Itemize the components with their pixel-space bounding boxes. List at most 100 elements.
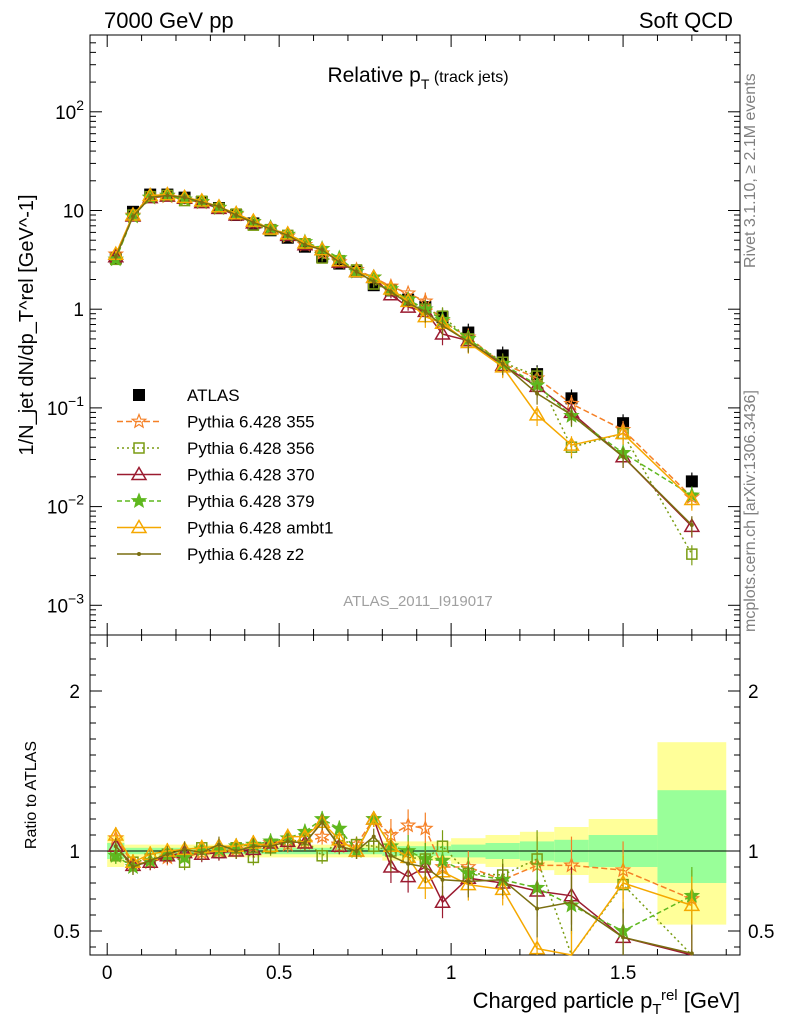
data-point xyxy=(320,247,325,252)
data-point xyxy=(528,406,546,421)
marker-shape xyxy=(563,436,580,451)
data-point xyxy=(216,204,221,209)
x-axis-title: Charged particle pTrel [GeV] xyxy=(473,987,740,1018)
ratio-y-tick-label: 2 xyxy=(69,682,80,703)
data-point xyxy=(434,893,451,908)
marker-shape xyxy=(337,260,342,265)
marker-shape xyxy=(130,214,135,219)
data-point xyxy=(234,213,239,218)
data-point xyxy=(354,849,359,853)
data-point xyxy=(113,844,118,849)
data-point xyxy=(563,436,580,451)
data-point xyxy=(569,900,574,905)
marker-shape xyxy=(569,412,574,417)
main-series-4 xyxy=(107,186,701,507)
marker-shape xyxy=(388,853,393,858)
data-point xyxy=(165,193,170,198)
data-point xyxy=(535,391,540,396)
marker-shape xyxy=(500,877,505,882)
data-point xyxy=(466,339,471,344)
data-point xyxy=(683,896,701,912)
data-point xyxy=(417,819,434,836)
marker-shape xyxy=(251,844,256,849)
x-tick-label: 0.5 xyxy=(266,963,292,984)
marker-shape xyxy=(193,192,211,207)
marker-shape xyxy=(440,877,445,882)
marker-shape xyxy=(371,279,376,284)
marker-shape xyxy=(148,195,153,200)
marker-shape xyxy=(686,548,698,560)
data-point xyxy=(466,879,471,884)
y-tick-label: 10−1 xyxy=(47,393,84,420)
y-tick-label: 1 xyxy=(73,300,84,321)
legend-label: Pythia 6.428 ambt1 xyxy=(187,519,333,538)
marker-shape xyxy=(423,309,428,314)
marker-shape xyxy=(689,951,694,956)
data-point xyxy=(285,233,290,238)
marker-shape xyxy=(614,874,632,889)
data-point xyxy=(130,865,135,869)
data-point xyxy=(302,242,307,247)
marker-shape xyxy=(689,523,694,528)
marker-shape xyxy=(466,339,471,344)
data-point xyxy=(365,810,383,825)
legend-entry: Pythia 6.428 z2 xyxy=(117,545,304,564)
marker-shape xyxy=(285,233,290,238)
marker-shape xyxy=(528,940,546,955)
marker-shape xyxy=(434,325,451,340)
data-point xyxy=(165,852,170,857)
data-point xyxy=(348,263,365,278)
marker-shape xyxy=(365,810,383,825)
plot-title: Relative pT (track jets) xyxy=(327,64,508,92)
data-point xyxy=(302,841,307,845)
marker-shape xyxy=(285,839,290,844)
marker-shape xyxy=(535,391,540,396)
header-category: Soft QCD xyxy=(638,8,733,33)
marker-shape xyxy=(423,865,428,869)
legend-entry: Pythia 6.428 355 xyxy=(117,413,315,432)
marker-shape xyxy=(316,850,328,862)
data-point xyxy=(113,254,118,259)
marker-shape xyxy=(528,406,546,421)
marker-shape xyxy=(569,900,574,905)
marker-shape xyxy=(130,412,148,429)
data-point xyxy=(371,279,376,284)
data-point xyxy=(614,425,632,440)
marker-shape xyxy=(683,491,701,506)
data-point xyxy=(193,192,211,207)
marker-shape xyxy=(148,858,153,863)
main-series-3 xyxy=(107,187,701,538)
marker-shape xyxy=(371,834,376,839)
header-energy: 7000 GeV pp xyxy=(104,8,234,33)
marker-shape xyxy=(320,820,325,825)
marker-shape xyxy=(302,841,307,845)
data-point xyxy=(382,858,400,873)
marker-shape xyxy=(466,879,471,884)
y-tick-label: 102 xyxy=(55,97,84,124)
data-point xyxy=(686,548,698,560)
marker-shape xyxy=(388,289,393,294)
data-point xyxy=(251,220,256,225)
marker-shape xyxy=(113,844,118,849)
series-layer xyxy=(107,186,701,957)
data-point xyxy=(535,906,540,911)
data-point xyxy=(683,491,701,506)
data-point xyxy=(337,260,342,265)
data-point xyxy=(199,200,204,205)
data-point xyxy=(251,844,256,849)
legend-entry: Pythia 6.428 ambt1 xyxy=(117,519,333,538)
legend-entry: ATLAS xyxy=(133,386,240,405)
data-point xyxy=(528,940,546,955)
marker-shape xyxy=(216,204,221,209)
data-point xyxy=(685,475,698,488)
marker-shape xyxy=(234,213,239,218)
data-point xyxy=(621,454,626,459)
marker-shape xyxy=(302,242,307,247)
rivet-version-label: Rivet 3.1.10, ≥ 2.1M events xyxy=(742,73,759,268)
mcplots-label: mcplots.cern.ch [arXiv:1306.3436] xyxy=(742,390,759,632)
legend-marker xyxy=(130,492,148,509)
marker-shape xyxy=(130,519,148,534)
marker-shape xyxy=(434,893,451,908)
marker-shape xyxy=(382,858,400,873)
marker-shape xyxy=(133,442,145,454)
